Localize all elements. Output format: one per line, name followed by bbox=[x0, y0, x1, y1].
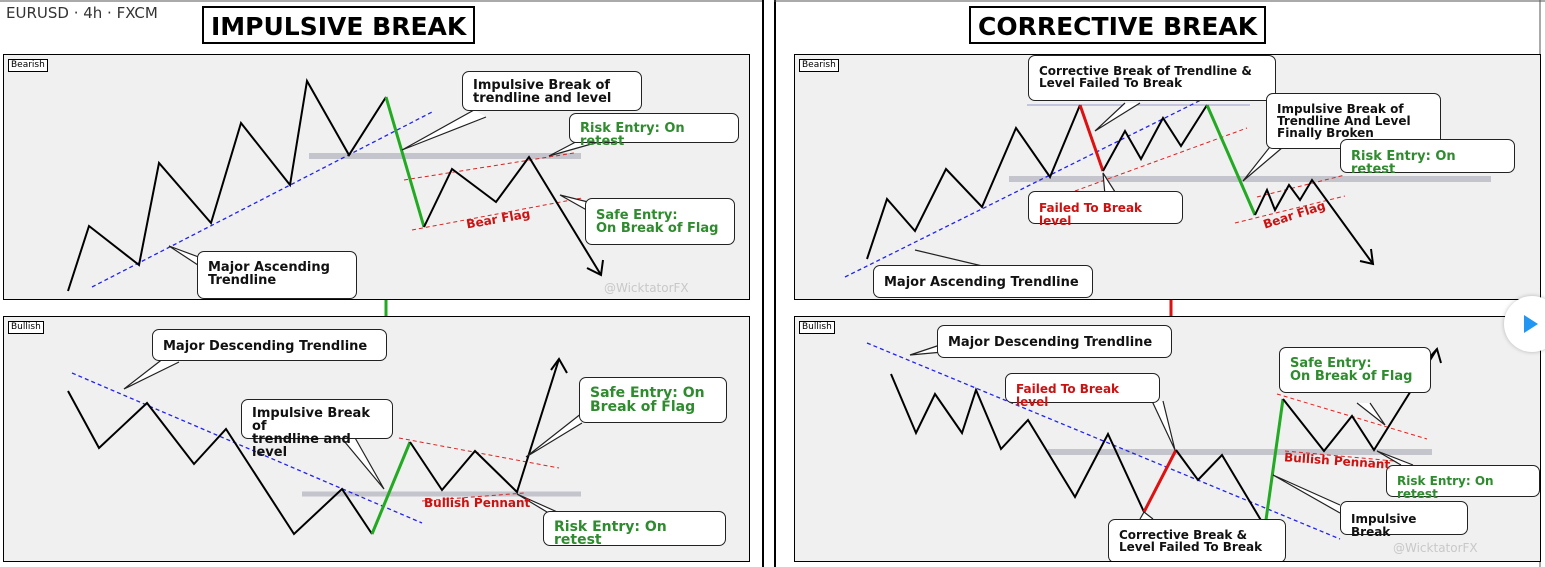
callout-pointer bbox=[338, 434, 385, 490]
callout-pointer bbox=[168, 245, 205, 270]
callout-pointer bbox=[1151, 400, 1176, 451]
pennant-lower-line bbox=[421, 492, 525, 502]
corrective-break-callout: Corrective Break of Trendline & Level Fa… bbox=[1028, 55, 1276, 101]
callout-pointer bbox=[909, 343, 944, 356]
descending-trendline bbox=[866, 342, 1341, 540]
callout-pointer bbox=[1102, 172, 1118, 196]
callout-pointer bbox=[1376, 450, 1414, 466]
corrective-bearish-panel: Bearish Corrective Break of Trendline & … bbox=[794, 54, 1541, 300]
callout-pointer bbox=[559, 194, 593, 214]
impulsive-bearish-panel: Bearish Impulsive Break of trendline and… bbox=[3, 54, 750, 300]
bullish-pennant-label: Bullish Pennant bbox=[424, 496, 531, 510]
major-descending-callout: Major Descending Trendline bbox=[152, 329, 387, 361]
corrective-path bbox=[1102, 104, 1208, 172]
bearish-tag: Bearish bbox=[799, 59, 839, 72]
descending-trendline bbox=[71, 372, 423, 524]
failed-break-callout: Failed To Break level bbox=[1028, 191, 1183, 228]
callout-pointer bbox=[1356, 402, 1386, 426]
flag-lower-line-2 bbox=[1256, 174, 1346, 198]
watermark: @WicktatorFX bbox=[1393, 541, 1478, 555]
flag-upper-line bbox=[403, 152, 575, 181]
bullish-tag: Bullish bbox=[8, 321, 44, 334]
watermark: @WicktatorFX bbox=[604, 281, 689, 295]
symbol-info: EURUSD · 4h · FXCM bbox=[6, 4, 158, 22]
arrow-head bbox=[1427, 346, 1442, 364]
arrow-head bbox=[550, 357, 568, 374]
impulsive-break-title: IMPULSIVE BREAK bbox=[202, 6, 476, 44]
callout-pointer bbox=[1094, 102, 1141, 132]
flag-path bbox=[423, 155, 602, 276]
corrective-bearish-chart bbox=[844, 96, 1491, 278]
bearish-tag: Bearish bbox=[8, 59, 48, 72]
center-divider bbox=[762, 0, 764, 567]
callout-pointer bbox=[525, 412, 583, 458]
pennant-lower-line bbox=[1284, 450, 1406, 463]
pennant-upper-line bbox=[398, 437, 560, 469]
corrective-bullish-chart bbox=[866, 342, 1442, 540]
impulsive-break-callout: Impulsive Break of trendline and level bbox=[241, 399, 393, 459]
center-divider-2 bbox=[774, 0, 776, 567]
pennant-path bbox=[409, 358, 560, 494]
impulse-leg bbox=[370, 441, 412, 535]
corrective-break-callout: Corrective Break & Level Failed To Break bbox=[1108, 519, 1286, 561]
flag-lower-line bbox=[411, 197, 583, 231]
corrective-path bbox=[1175, 449, 1266, 528]
callout-pointer bbox=[1242, 142, 1284, 182]
corrective-leg bbox=[1142, 449, 1178, 513]
impulse-leg bbox=[1205, 104, 1257, 216]
price-path bbox=[890, 373, 1145, 513]
callout-pointer bbox=[516, 493, 565, 516]
arrow-head bbox=[586, 259, 604, 277]
price-path bbox=[67, 78, 387, 292]
failed-break-callout: Failed To Break level bbox=[1005, 373, 1160, 409]
price-path bbox=[866, 104, 1081, 260]
price-path bbox=[67, 390, 373, 536]
corrective-leg bbox=[1078, 104, 1105, 172]
corrective-bullish-panel: Bullish Major Descending Trendline Faile… bbox=[794, 316, 1541, 562]
flag-path bbox=[1254, 178, 1374, 265]
pennant-path bbox=[1282, 348, 1438, 453]
arrow-head bbox=[1359, 248, 1375, 266]
major-descending-callout: Major Descending Trendline bbox=[937, 325, 1172, 358]
risk-entry-callout: Risk Entry: On retest bbox=[1386, 465, 1540, 501]
callout-pointer bbox=[123, 357, 180, 390]
ascending-trendline bbox=[844, 96, 1208, 278]
corrective-break-title: CORRECTIVE BREAK bbox=[969, 6, 1267, 44]
impulse-leg bbox=[1263, 398, 1285, 528]
impulsive-break-callout: Impulsive Break bbox=[1340, 501, 1468, 539]
impulsive-bullish-panel: Bullish Major Descending Trendline Impul… bbox=[3, 316, 750, 562]
safe-entry-callout: Safe Entry: On Break of Flag bbox=[585, 198, 735, 245]
major-ascending-callout: Major Ascending Trendline bbox=[197, 251, 357, 299]
impulsive-bullish-chart bbox=[67, 357, 583, 536]
impulsive-break-callout: Impulsive Break of trendline and level bbox=[462, 71, 642, 111]
callout-pointer bbox=[1272, 474, 1341, 514]
callout-pointer bbox=[401, 109, 487, 151]
risk-entry-callout: Risk Entry: On retest bbox=[1340, 139, 1515, 176]
risk-entry-callout: Risk Entry: On retest bbox=[543, 511, 726, 547]
risk-entry-callout: Risk Entry: On retest bbox=[569, 113, 739, 148]
safe-entry-callout: Safe Entry: On Break of Flag bbox=[579, 377, 727, 423]
bullish-tag: Bullish bbox=[799, 321, 835, 334]
play-icon[interactable] bbox=[1524, 315, 1538, 333]
ascending-trendline bbox=[91, 110, 435, 288]
safe-entry-callout: Safe Entry: On Break of Flag bbox=[1279, 347, 1431, 393]
major-ascending-callout: Major Ascending Trendline bbox=[873, 265, 1093, 298]
impulse-leg bbox=[384, 96, 426, 228]
impulsive-bearish-chart bbox=[67, 78, 604, 292]
callout-pointer bbox=[1139, 511, 1154, 520]
